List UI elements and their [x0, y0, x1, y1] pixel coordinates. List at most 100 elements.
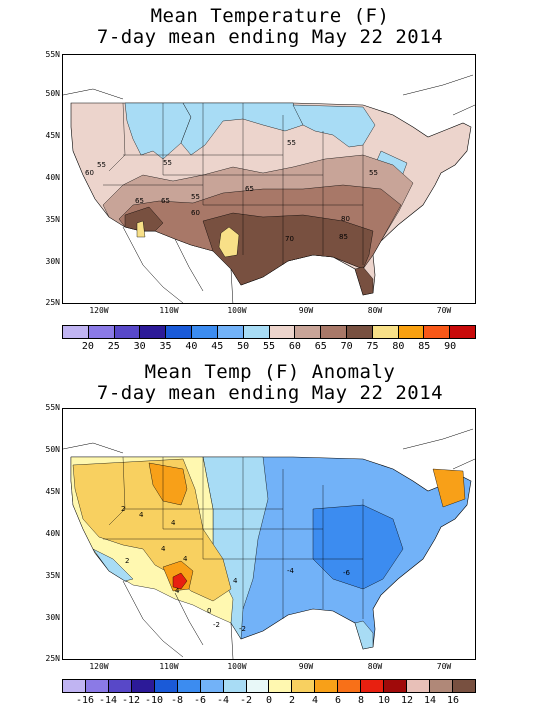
legend-swatch — [407, 680, 430, 692]
bottom-cool-zone-coast — [92, 548, 134, 582]
legend-label: 35 — [159, 341, 172, 352]
legend-label: 8 — [357, 695, 365, 706]
bottom-contour-label: -2 — [239, 625, 246, 633]
legend-label: 85 — [418, 341, 431, 352]
top-contour-labels: 60 55 55 65 55 55 65 65 60 70 80 85 55 — [85, 139, 378, 243]
top-lat-label-40: 40N — [45, 173, 60, 182]
bottom-lat-label-40: 40N — [45, 529, 60, 538]
bottom-contour-label: 4 — [175, 587, 180, 595]
bottom-contour-label: -6 — [343, 569, 351, 577]
top-lon-label-110w: 110W — [159, 306, 179, 315]
top-warm-band-west — [124, 206, 164, 232]
top-lon-label-100w: 100W — [227, 306, 247, 315]
legend-label: 4 — [311, 695, 319, 706]
bottom-map-panel: 2 4 4 4 2 4 4 0 -2 -2 -4 -6 4 — [62, 408, 476, 660]
bottom-contour-label: 4 — [161, 545, 166, 553]
legend-swatch — [430, 680, 453, 692]
bottom-lon-label-70w: 70W — [436, 662, 452, 671]
top-lon-label-120w: 120W — [89, 306, 109, 315]
legend-label: -10 — [144, 695, 164, 706]
legend-swatch — [200, 680, 224, 692]
bottom-lat-label-25: 25N — [45, 654, 60, 663]
top-map-title: Mean Temperature (F) — [150, 5, 390, 27]
bottom-new-england-warm — [432, 468, 466, 508]
top-contour-label: 60 — [85, 169, 94, 177]
legend-swatch — [243, 326, 270, 338]
bottom-contour-label: 4 — [171, 519, 176, 527]
legend-label: 16 — [446, 695, 460, 706]
bottom-lat-label-30: 30N — [45, 613, 60, 622]
legend-label: -4 — [216, 695, 230, 706]
bottom-lon-label-80w: 80W — [367, 662, 383, 671]
bottom-contour-label: -4 — [287, 567, 295, 575]
bottom-cool-zone-east — [312, 504, 404, 590]
bottom-contour-label: 2 — [125, 557, 129, 565]
top-color-legend — [62, 325, 476, 339]
top-hot-spot-tx — [218, 226, 240, 258]
top-contour-label: 65 — [245, 185, 254, 193]
top-contour-label: 70 — [285, 235, 294, 243]
legend-swatch — [177, 680, 201, 692]
legend-label: 55 — [262, 341, 276, 352]
legend-label: 45 — [211, 341, 224, 352]
legend-swatch — [131, 680, 155, 692]
legend-swatch — [85, 680, 109, 692]
bottom-contour-label: -2 — [213, 621, 220, 629]
bottom-lat-label-35: 35N — [45, 571, 60, 580]
bottom-contour-label: 2 — [121, 505, 125, 513]
legend-label: 70 — [340, 341, 353, 352]
top-cool-region-lakes — [292, 104, 376, 148]
bottom-color-legend — [62, 679, 476, 693]
top-coastlines — [63, 74, 475, 303]
bottom-contour-label: 4 — [233, 577, 238, 585]
legend-swatch — [269, 680, 293, 692]
top-lat-label-50: 50N — [45, 89, 60, 98]
legend-swatch — [424, 326, 451, 338]
top-lat-label-55: 55N — [45, 50, 60, 59]
legend-swatch — [166, 326, 193, 338]
bottom-lat-label-50: 50N — [45, 445, 60, 454]
legend-label: 80 — [392, 341, 405, 352]
top-lat-label-30: 30N — [45, 257, 60, 266]
legend-label: -2 — [239, 695, 253, 706]
bottom-lon-label-120w: 120W — [89, 662, 109, 671]
top-temperature-map: 60 55 55 65 55 55 65 65 60 70 80 85 55 — [63, 74, 475, 303]
legend-swatch — [63, 680, 86, 692]
legend-label: 40 — [185, 341, 198, 352]
legend-swatch — [269, 326, 296, 338]
legend-swatch — [450, 326, 475, 338]
top-contour-label: 55 — [191, 193, 200, 201]
top-contour-label: 55 — [97, 161, 106, 169]
bottom-contour-label: 0 — [207, 607, 211, 615]
legend-label: 12 — [400, 695, 414, 706]
legend-label: 75 — [366, 341, 379, 352]
bottom-state-lines — [103, 456, 364, 619]
legend-swatch — [315, 680, 339, 692]
top-map-panel: 60 55 55 65 55 55 65 65 60 70 80 85 55 — [62, 54, 476, 304]
legend-swatch — [398, 326, 425, 338]
legend-label: -12 — [121, 695, 141, 706]
bottom-contour-label: 4 — [139, 511, 144, 519]
bottom-anomaly-map: 2 4 4 4 2 4 4 0 -2 -2 -4 -6 4 — [63, 428, 475, 659]
top-lat-label-45: 45N — [45, 131, 60, 140]
legend-swatch — [192, 326, 218, 338]
legend-swatch — [63, 326, 89, 338]
legend-label: 90 — [444, 341, 457, 352]
bottom-map-subtitle: 7-day mean ending May 22 2014 — [96, 382, 444, 404]
legend-swatch — [217, 326, 244, 338]
bottom-contour-label: 4 — [183, 555, 188, 563]
legend-label: -8 — [170, 695, 184, 706]
top-contour-label: 65 — [161, 197, 170, 205]
top-contour-label: 60 — [191, 209, 200, 217]
top-state-lines — [103, 102, 364, 265]
bottom-lon-label-110w: 110W — [159, 662, 179, 671]
bottom-lon-label-90w: 90W — [298, 662, 314, 671]
legend-swatch — [292, 680, 316, 692]
legend-swatch — [88, 326, 115, 338]
top-contour-label: 80 — [341, 215, 350, 223]
top-lon-label-70w: 70W — [436, 306, 452, 315]
legend-swatch — [384, 680, 408, 692]
top-lat-label-25: 25N — [45, 298, 60, 307]
legend-swatch — [223, 680, 247, 692]
legend-swatch — [361, 680, 385, 692]
